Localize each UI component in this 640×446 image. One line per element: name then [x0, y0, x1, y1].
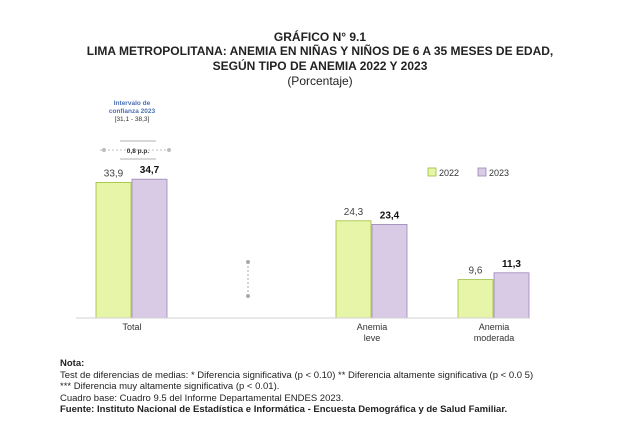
category-label-2-1: moderada: [474, 333, 515, 343]
bar-2022-2: [457, 279, 494, 319]
ci-difference-label: 0,8 p.p.: [127, 148, 150, 155]
confidence-interval-note: Intervalo de confianza 2023 [31,1 - 38,3…: [100, 100, 164, 124]
bar-value-label-2022-2: 9,6: [469, 266, 483, 277]
bar-value-label-2023-1: 23,4: [380, 210, 400, 221]
separator-dot-bottom: [246, 294, 250, 298]
notes-heading: Nota:: [60, 358, 85, 369]
legend-swatch-2022: [427, 167, 437, 177]
chart-subtitle: (Porcentaje): [287, 74, 353, 88]
ci-range: [31,1 - 38,3]: [114, 116, 150, 123]
chart-number: GRÁFICO N° 9.1: [273, 30, 367, 44]
separator-dot-top: [246, 260, 250, 264]
bar-2023-0: [131, 178, 168, 319]
chart-title-line-1: LIMA METROPOLITANA: ANEMIA EN NIÑAS Y NI…: [86, 44, 554, 58]
legend-label-2022: 2022: [439, 168, 459, 178]
category-label-1-1: leve: [364, 333, 381, 343]
bar-2023-1: [371, 223, 408, 319]
notes-line-2: *** Diferencia muy altamente significati…: [60, 381, 280, 392]
chart-title-block: GRÁFICO N° 9.1 LIMA METROPOLITANA: ANEMI…: [0, 30, 640, 88]
chart-legend: 2022 2023: [427, 167, 509, 178]
bar-value-label-2022-0: 33,9: [104, 168, 124, 179]
bar-value-label-2022-1: 24,3: [344, 207, 364, 218]
bar-2022-0: [95, 181, 132, 319]
bar-2023-2: [493, 272, 530, 319]
separator-marker: [246, 260, 250, 298]
category-label-1-0: Anemia: [357, 322, 388, 332]
category-label-2-0: Anemia: [479, 322, 510, 332]
ci-bracket-end-left: [102, 148, 106, 152]
legend-swatch-2023: [477, 167, 487, 177]
ci-label-line-1: Intervalo de: [113, 100, 151, 107]
ci-bracket-end-right: [167, 148, 171, 152]
legend-label-2023: 2023: [489, 168, 509, 178]
bar-value-label-2023-0: 34,7: [140, 165, 160, 176]
ci-label-line-2: confianza 2023: [108, 108, 156, 115]
chart-notes: Nota: Test de diferencias de medias: * D…: [60, 358, 533, 416]
notes-source: Fuente: Instituto Nacional de Estadístic…: [60, 404, 508, 415]
bar-value-label-2023-2: 11,3: [502, 259, 521, 270]
notes-line-3: Cuadro base: Cuadro 9.5 del Informe Depa…: [60, 392, 344, 404]
chart-title-line-2: SEGÚN TIPO DE ANEMIA 2022 Y 2023: [212, 59, 428, 73]
category-label-0-0: Total: [122, 322, 141, 332]
bar-2022-1: [335, 220, 372, 319]
notes-line-1: Test de diferencias de medias: * Diferen…: [60, 369, 534, 381]
ci-bracket: 0,8 p.p.: [100, 140, 172, 160]
